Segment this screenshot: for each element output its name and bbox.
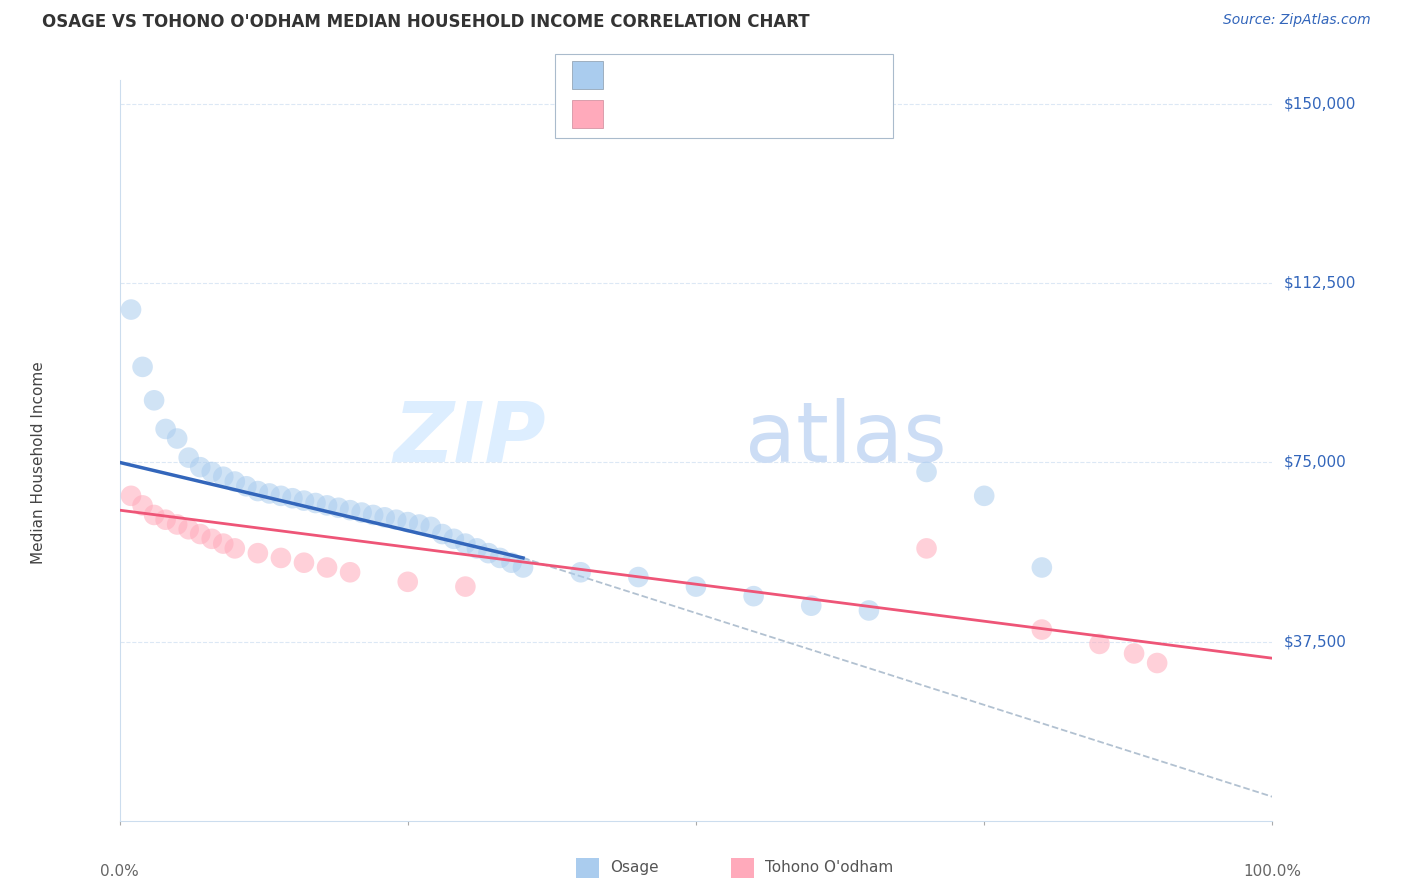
Point xyxy=(201,532,224,546)
Point xyxy=(270,550,292,565)
Point xyxy=(432,527,454,541)
Point xyxy=(742,589,765,603)
Point xyxy=(408,517,430,532)
Point xyxy=(419,520,441,534)
Text: Osage: Osage xyxy=(610,861,659,875)
Point xyxy=(454,580,477,594)
Text: ZIP: ZIP xyxy=(394,398,546,479)
Point xyxy=(1123,647,1146,661)
Point xyxy=(1031,560,1053,574)
Point xyxy=(188,527,211,541)
Point xyxy=(246,484,269,499)
Point xyxy=(155,513,177,527)
Point xyxy=(915,465,938,479)
Point xyxy=(143,508,166,522)
Point xyxy=(477,546,499,560)
Point xyxy=(1031,623,1053,637)
Text: atlas: atlas xyxy=(745,398,946,479)
Point xyxy=(201,465,224,479)
Point xyxy=(443,532,465,546)
Point xyxy=(177,522,200,536)
Point xyxy=(1146,656,1168,670)
Point xyxy=(627,570,650,584)
Point xyxy=(224,541,246,556)
Point xyxy=(316,560,339,574)
Text: Source: ZipAtlas.com: Source: ZipAtlas.com xyxy=(1223,13,1371,28)
Point xyxy=(858,603,880,617)
Point xyxy=(281,491,304,506)
Point xyxy=(292,556,315,570)
Point xyxy=(304,496,326,510)
Point xyxy=(361,508,384,522)
Point xyxy=(212,469,235,483)
Point xyxy=(339,503,361,517)
Point xyxy=(166,432,188,446)
Text: OSAGE VS TOHONO O'ODHAM MEDIAN HOUSEHOLD INCOME CORRELATION CHART: OSAGE VS TOHONO O'ODHAM MEDIAN HOUSEHOLD… xyxy=(42,13,810,31)
Point xyxy=(454,536,477,550)
Point xyxy=(177,450,200,465)
Point xyxy=(166,517,188,532)
Point xyxy=(120,302,142,317)
Point xyxy=(339,566,361,580)
Point xyxy=(131,499,153,513)
Point xyxy=(350,506,373,520)
Point xyxy=(224,475,246,489)
Point xyxy=(489,550,512,565)
Point xyxy=(800,599,823,613)
Point xyxy=(235,479,257,493)
Point xyxy=(1088,637,1111,651)
Text: $37,500: $37,500 xyxy=(1284,634,1347,649)
Point xyxy=(973,489,995,503)
Point xyxy=(120,489,142,503)
Point xyxy=(385,513,408,527)
Point xyxy=(316,499,339,513)
Text: 0.0%: 0.0% xyxy=(100,863,139,879)
Point xyxy=(501,556,523,570)
Point xyxy=(188,460,211,475)
Text: Tohono O'odham: Tohono O'odham xyxy=(765,861,893,875)
Point xyxy=(328,500,350,515)
Point xyxy=(155,422,177,436)
Text: $150,000: $150,000 xyxy=(1284,96,1355,112)
Point xyxy=(374,510,396,524)
Point xyxy=(212,536,235,550)
Point xyxy=(143,393,166,408)
Point xyxy=(569,566,592,580)
Point xyxy=(131,359,153,374)
Text: $112,500: $112,500 xyxy=(1284,276,1355,291)
Point xyxy=(292,493,315,508)
Text: Median Household Income: Median Household Income xyxy=(31,361,46,564)
Point xyxy=(915,541,938,556)
Text: $75,000: $75,000 xyxy=(1284,455,1347,470)
Point xyxy=(396,515,419,529)
Text: R = -0.608    N = 22: R = -0.608 N = 22 xyxy=(612,106,766,121)
Point xyxy=(396,574,419,589)
Text: 100.0%: 100.0% xyxy=(1243,863,1302,879)
Point xyxy=(685,580,707,594)
Point xyxy=(512,560,534,574)
Point xyxy=(270,489,292,503)
Point xyxy=(465,541,488,556)
Text: R = -0.248    N = 44: R = -0.248 N = 44 xyxy=(612,67,766,82)
Point xyxy=(246,546,269,560)
Point xyxy=(259,486,281,500)
